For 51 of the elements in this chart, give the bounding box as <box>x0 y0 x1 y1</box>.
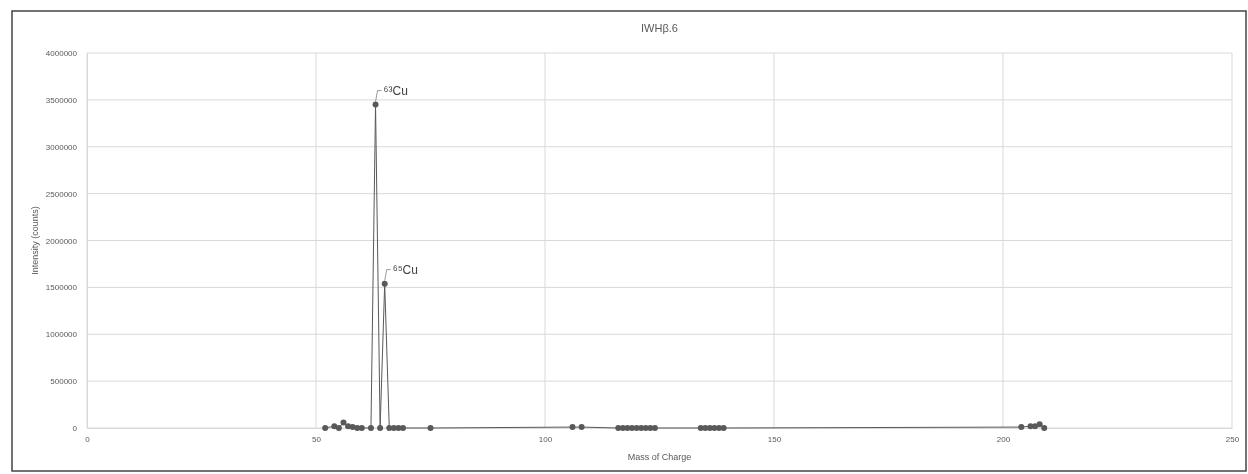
point <box>615 425 622 431</box>
point <box>629 425 636 431</box>
point <box>340 419 347 426</box>
point <box>702 425 709 431</box>
y-tick-label: 500000 <box>50 377 78 387</box>
x-tick-label: 50 <box>312 434 322 444</box>
annotation: ⁶³Cu <box>383 83 408 98</box>
point <box>386 425 393 431</box>
point <box>427 425 434 431</box>
point <box>647 425 654 431</box>
point <box>354 425 361 431</box>
point <box>720 425 727 431</box>
point <box>400 425 407 431</box>
y-tick-label: 3000000 <box>45 142 78 152</box>
point <box>390 425 397 431</box>
y-tick-label: 2000000 <box>45 236 78 246</box>
point <box>381 280 388 287</box>
point <box>1041 425 1048 431</box>
y-tick-label: 4000000 <box>45 49 78 59</box>
y-tick-label: 1000000 <box>45 330 78 340</box>
x-tick-label: 200 <box>996 434 1011 444</box>
x-tick-label: 150 <box>767 434 782 444</box>
point <box>322 425 329 431</box>
y-tick-label: 1500000 <box>45 283 78 293</box>
point <box>345 423 352 430</box>
y-axis-title: Intensity (counts) <box>30 206 40 275</box>
point <box>377 425 384 431</box>
chart-title: IWHβ.6 <box>641 22 678 34</box>
y-tick-label: 2500000 <box>45 189 78 199</box>
x-axis-title: Mass of Charge <box>627 452 692 462</box>
point <box>367 425 374 431</box>
point <box>1018 424 1025 431</box>
point <box>619 425 626 431</box>
x-tick-label: 250 <box>1225 434 1240 444</box>
point <box>335 425 342 431</box>
x-tick-label: 0 <box>85 434 91 444</box>
point <box>716 425 723 431</box>
point <box>651 425 658 431</box>
x-tick-label: 100 <box>538 434 553 444</box>
point <box>358 425 365 431</box>
y-tick-label: 3500000 <box>45 95 78 105</box>
point <box>569 424 576 431</box>
point <box>578 424 585 431</box>
point <box>1032 423 1039 430</box>
point <box>331 423 338 430</box>
annotation: ⁶⁵Cu <box>392 262 418 277</box>
point <box>706 425 713 431</box>
point <box>372 101 379 108</box>
point <box>1036 421 1043 428</box>
point <box>638 425 645 431</box>
y-tick-label: 0 <box>72 424 78 434</box>
